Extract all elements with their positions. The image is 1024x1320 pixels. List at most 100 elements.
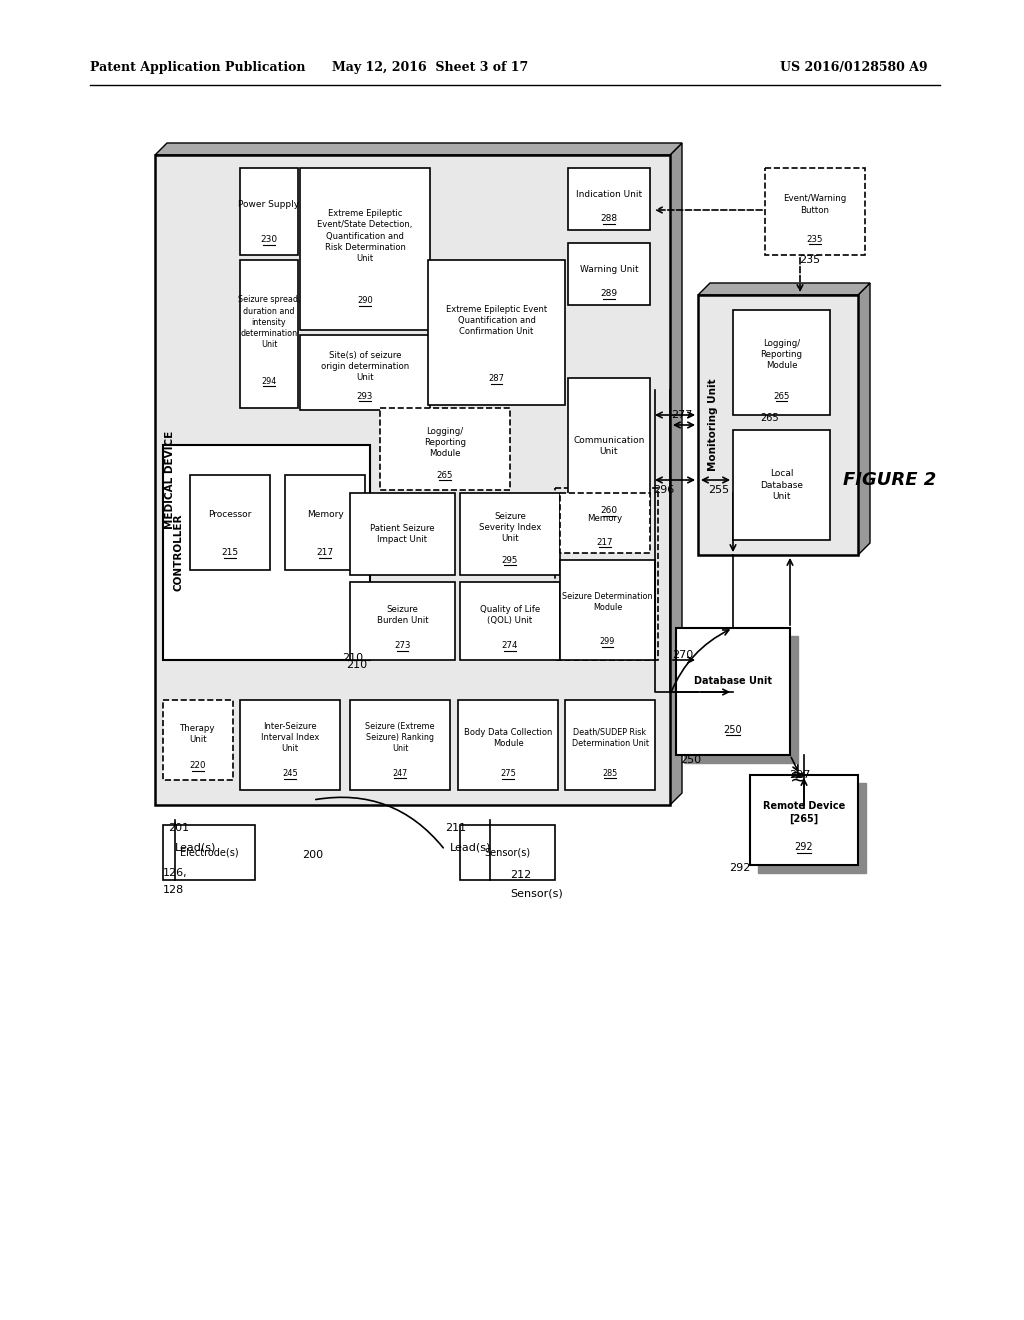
Text: 290: 290 bbox=[357, 297, 373, 305]
Text: MEDICAL DEVICE: MEDICAL DEVICE bbox=[165, 430, 175, 529]
Text: 230: 230 bbox=[260, 235, 278, 244]
Bar bbox=[300, 168, 430, 330]
Text: FIGURE 2: FIGURE 2 bbox=[844, 471, 937, 488]
Polygon shape bbox=[858, 282, 870, 554]
Text: Power Supply: Power Supply bbox=[239, 201, 300, 209]
Text: 245: 245 bbox=[283, 770, 298, 779]
Text: 289: 289 bbox=[600, 289, 617, 298]
Bar bbox=[458, 700, 558, 789]
Bar bbox=[163, 445, 370, 660]
Text: Extreme Epileptic
Event/State Detection,
Quantification and
Risk Determination
U: Extreme Epileptic Event/State Detection,… bbox=[317, 210, 413, 263]
Text: Local
Database
Unit: Local Database Unit bbox=[760, 470, 803, 500]
Bar bbox=[676, 628, 790, 755]
Bar bbox=[750, 775, 858, 865]
Text: Patent Application Publication: Patent Application Publication bbox=[90, 62, 305, 74]
Bar bbox=[560, 492, 650, 553]
Text: 277: 277 bbox=[672, 411, 693, 420]
Text: Site(s) of seizure
origin determination
Unit: Site(s) of seizure origin determination … bbox=[321, 351, 410, 381]
Text: 235: 235 bbox=[807, 235, 823, 244]
Bar bbox=[190, 475, 270, 570]
Bar bbox=[350, 492, 455, 576]
Bar bbox=[698, 294, 858, 554]
Text: 220: 220 bbox=[189, 762, 206, 770]
Text: Database Unit: Database Unit bbox=[694, 676, 772, 686]
Text: 200: 200 bbox=[302, 850, 324, 861]
Text: Logging/
Reporting
Module: Logging/ Reporting Module bbox=[761, 338, 803, 370]
Bar bbox=[568, 243, 650, 305]
Bar bbox=[560, 560, 655, 660]
Text: 285: 285 bbox=[602, 770, 617, 779]
Text: Death/SUDEP Risk
Determination Unit: Death/SUDEP Risk Determination Unit bbox=[571, 727, 648, 748]
Bar bbox=[155, 154, 670, 805]
Text: Body Data Collection
Module: Body Data Collection Module bbox=[464, 727, 552, 748]
Text: Extreme Epileptic Event
Quantification and
Confirmation Unit: Extreme Epileptic Event Quantification a… bbox=[445, 305, 547, 337]
Text: CONTROLLER: CONTROLLER bbox=[173, 513, 183, 591]
Bar bbox=[285, 475, 365, 570]
Text: Processor: Processor bbox=[208, 511, 252, 519]
Bar bbox=[555, 488, 658, 660]
Text: 292: 292 bbox=[729, 863, 750, 873]
Text: 126,: 126, bbox=[163, 869, 187, 878]
Text: 210: 210 bbox=[342, 653, 362, 663]
Bar bbox=[300, 335, 430, 411]
Text: 250: 250 bbox=[724, 725, 742, 735]
Text: Seizure Determination
Module: Seizure Determination Module bbox=[562, 591, 652, 612]
Bar bbox=[684, 636, 798, 763]
Text: 247: 247 bbox=[392, 770, 408, 779]
Bar bbox=[568, 168, 650, 230]
Text: Seizure
Severity Index
Unit: Seizure Severity Index Unit bbox=[479, 512, 542, 543]
Polygon shape bbox=[698, 282, 870, 294]
Text: 215: 215 bbox=[221, 548, 239, 557]
Text: Remote Device
[265]: Remote Device [265] bbox=[763, 801, 845, 824]
Text: Lead(s): Lead(s) bbox=[175, 843, 216, 853]
Text: 287: 287 bbox=[488, 375, 505, 383]
Bar bbox=[460, 492, 560, 576]
Text: US 2016/0128580 A9: US 2016/0128580 A9 bbox=[780, 62, 928, 74]
Text: Seizure (Extreme
Seizure) Ranking
Unit: Seizure (Extreme Seizure) Ranking Unit bbox=[366, 722, 435, 754]
Bar bbox=[758, 783, 866, 873]
Text: Electrode(s): Electrode(s) bbox=[179, 847, 239, 858]
Text: Logging/
Reporting
Module: Logging/ Reporting Module bbox=[424, 426, 466, 458]
Text: Event/Warning
Button: Event/Warning Button bbox=[783, 194, 847, 215]
Polygon shape bbox=[670, 143, 682, 805]
Text: Seizure
Burden Unit: Seizure Burden Unit bbox=[377, 605, 428, 624]
Text: 265: 265 bbox=[437, 471, 454, 479]
Bar bbox=[565, 700, 655, 789]
Text: 211: 211 bbox=[445, 822, 466, 833]
Text: 235: 235 bbox=[800, 255, 820, 265]
Text: Lead(s): Lead(s) bbox=[450, 843, 492, 853]
Text: 299: 299 bbox=[600, 638, 615, 647]
Bar bbox=[350, 700, 450, 789]
Text: Sensor(s): Sensor(s) bbox=[484, 847, 530, 858]
Text: 201: 201 bbox=[168, 822, 189, 833]
Bar bbox=[240, 260, 298, 408]
Text: 288: 288 bbox=[600, 214, 617, 223]
Text: 212: 212 bbox=[510, 870, 531, 880]
Text: 296: 296 bbox=[653, 484, 674, 495]
Bar bbox=[240, 700, 340, 789]
Text: ≋: ≋ bbox=[790, 768, 806, 788]
Bar bbox=[568, 378, 650, 540]
Text: 128: 128 bbox=[163, 884, 184, 895]
Text: Indication Unit: Indication Unit bbox=[575, 190, 642, 198]
Text: 217: 217 bbox=[597, 537, 613, 546]
Text: 295: 295 bbox=[502, 556, 518, 565]
Text: 250: 250 bbox=[680, 755, 701, 766]
Bar bbox=[163, 700, 233, 780]
Bar bbox=[350, 582, 455, 660]
Text: 293: 293 bbox=[356, 392, 373, 401]
Text: 210: 210 bbox=[346, 660, 367, 671]
Text: Memory: Memory bbox=[306, 511, 343, 519]
Text: Seizure spread,
duration and
intensity
determination
Unit: Seizure spread, duration and intensity d… bbox=[238, 296, 300, 348]
Bar bbox=[240, 168, 298, 255]
Text: 265: 265 bbox=[773, 392, 790, 400]
Polygon shape bbox=[155, 143, 682, 154]
Text: Communication
Unit: Communication Unit bbox=[573, 436, 645, 457]
Text: 260: 260 bbox=[600, 507, 617, 515]
Text: 255: 255 bbox=[708, 484, 729, 495]
Text: Memory: Memory bbox=[588, 513, 623, 523]
Bar bbox=[460, 825, 555, 880]
Text: May 12, 2016  Sheet 3 of 17: May 12, 2016 Sheet 3 of 17 bbox=[332, 62, 528, 74]
Text: Inter-Seizure
Interval Index
Unit: Inter-Seizure Interval Index Unit bbox=[261, 722, 319, 754]
Text: 292: 292 bbox=[795, 842, 813, 851]
